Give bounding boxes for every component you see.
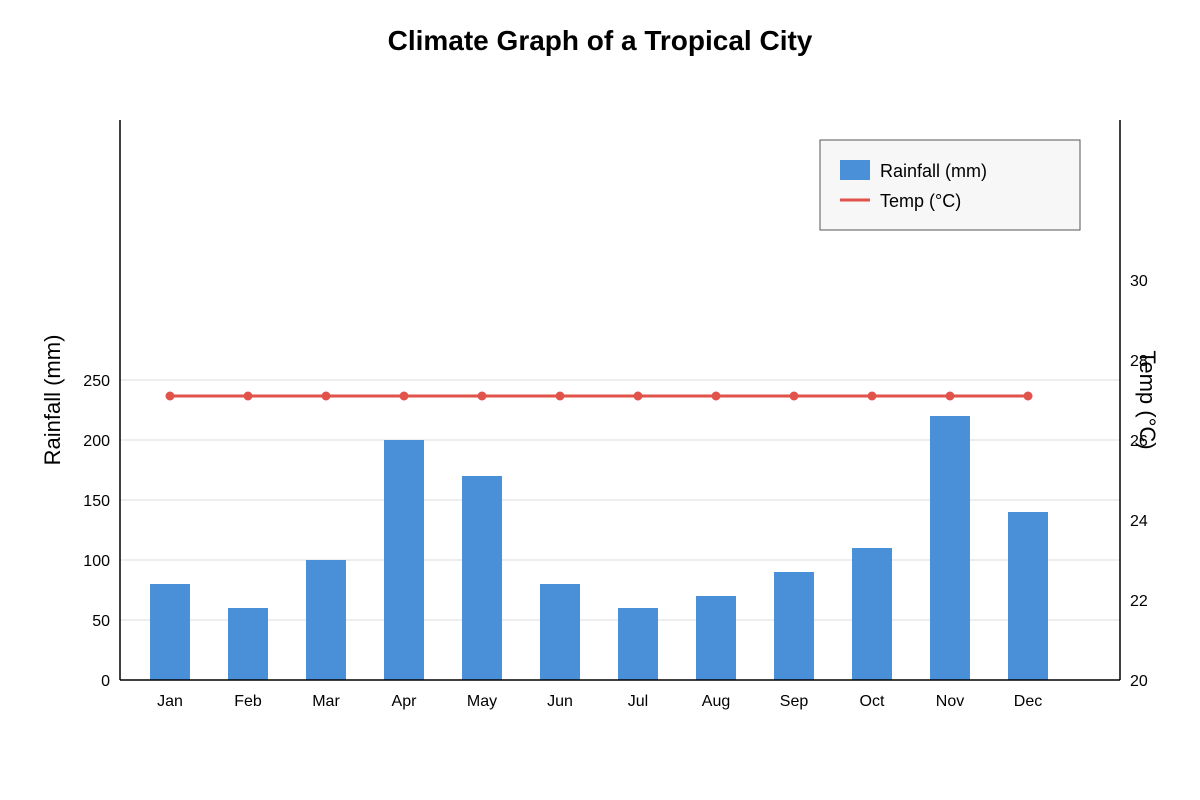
x-tick-label: Jan bbox=[157, 693, 183, 710]
rainfall-bar bbox=[696, 596, 736, 680]
right-y-tick-label: 28 bbox=[1130, 353, 1148, 370]
left-axis-title: Rainfall (mm) bbox=[40, 335, 65, 466]
left-y-tick-label: 150 bbox=[83, 493, 110, 510]
temperature-point bbox=[633, 391, 643, 401]
chart-title: Climate Graph of a Tropical City bbox=[388, 25, 813, 56]
legend: Rainfall (mm) Temp (°C) bbox=[819, 139, 1081, 231]
left-y-tick-label: 200 bbox=[83, 433, 110, 450]
x-tick-label: Jul bbox=[628, 693, 648, 710]
temperature-point bbox=[711, 391, 721, 401]
x-tick-label: Jun bbox=[547, 693, 573, 710]
temperature-point bbox=[243, 391, 253, 401]
temperature-point bbox=[1023, 391, 1033, 401]
temperature-point bbox=[867, 391, 877, 401]
temperature-point bbox=[321, 391, 331, 401]
x-tick-label: Aug bbox=[702, 693, 730, 710]
rainfall-bar bbox=[150, 584, 190, 680]
left-y-tick-label: 0 bbox=[101, 673, 110, 690]
rainfall-bar bbox=[1008, 512, 1048, 680]
temperature-point bbox=[555, 391, 565, 401]
right-y-tick-label: 26 bbox=[1130, 433, 1148, 450]
temperature-point bbox=[477, 391, 487, 401]
left-y-tick-label: 50 bbox=[92, 613, 110, 630]
legend-box bbox=[819, 139, 1081, 231]
rainfall-bars bbox=[150, 416, 1048, 680]
left-y-tick-label: 250 bbox=[83, 373, 110, 390]
right-y-tick-labels: 20 22 24 26 28 30 bbox=[1130, 273, 1148, 690]
right-y-tick-label: 30 bbox=[1130, 273, 1148, 290]
temperature-line bbox=[165, 391, 1033, 401]
legend-temp-label: Temp (°C) bbox=[880, 191, 961, 211]
right-y-tick-label: 24 bbox=[1130, 513, 1148, 530]
legend-rainfall-swatch bbox=[840, 160, 870, 180]
x-tick-label: Apr bbox=[392, 693, 418, 710]
rainfall-bar bbox=[462, 476, 502, 680]
right-y-tick-label: 22 bbox=[1130, 593, 1148, 610]
left-y-tick-label: 100 bbox=[83, 553, 110, 570]
temperature-point bbox=[399, 391, 409, 401]
temperature-point bbox=[945, 391, 955, 401]
right-axis-title: Temp (°C) bbox=[1135, 350, 1160, 449]
rainfall-bar bbox=[852, 548, 892, 680]
legend-rainfall-label: Rainfall (mm) bbox=[880, 161, 987, 181]
rainfall-bar bbox=[384, 440, 424, 680]
x-tick-labels: Jan Feb Mar Apr May Jun Jul Aug Sep Oct Nov Dec bbox=[157, 693, 1042, 710]
x-tick-label: May bbox=[467, 693, 497, 710]
right-y-tick-label: 20 bbox=[1130, 673, 1148, 690]
x-tick-label: Sep bbox=[780, 693, 809, 710]
x-tick-label: Feb bbox=[234, 693, 262, 710]
temperature-point bbox=[165, 391, 175, 401]
rainfall-bar bbox=[930, 416, 970, 680]
x-tick-label: Oct bbox=[860, 693, 885, 710]
x-tick-label: Mar bbox=[312, 693, 340, 710]
rainfall-bar bbox=[774, 572, 814, 680]
temperature-point bbox=[789, 391, 799, 401]
rainfall-bar bbox=[618, 608, 658, 680]
rainfall-bar bbox=[306, 560, 346, 680]
rainfall-bar bbox=[228, 608, 268, 680]
axes bbox=[119, 120, 1121, 681]
x-tick-label: Dec bbox=[1014, 693, 1042, 710]
rainfall-bar bbox=[540, 584, 580, 680]
x-tick-label: Nov bbox=[936, 693, 964, 710]
left-y-tick-labels: 0 50 100 150 200 250 bbox=[83, 373, 110, 690]
